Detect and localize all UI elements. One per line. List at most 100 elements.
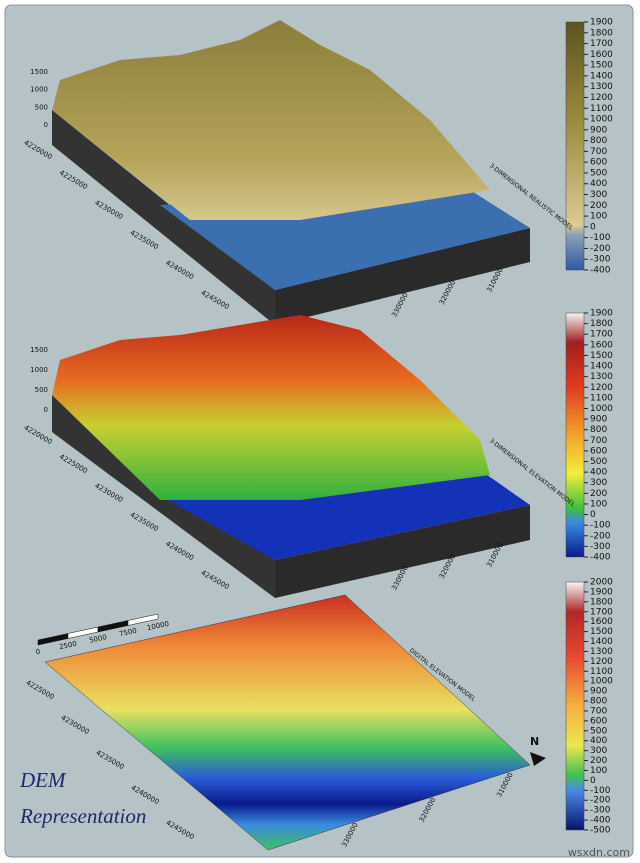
colorbar-label: 1700 xyxy=(590,330,613,340)
colorbar-label: 1300 xyxy=(590,647,613,657)
colorbar-label: 200 xyxy=(590,756,607,766)
north-arrow xyxy=(530,752,546,766)
z-tick-label: 0 xyxy=(44,406,48,414)
colorbar-label: 1500 xyxy=(590,61,613,71)
colorbar-label: 1200 xyxy=(590,93,613,103)
watermark: wsxdn.com xyxy=(568,846,630,859)
block-side xyxy=(275,505,530,598)
colorbar-label: 600 xyxy=(590,158,607,168)
colorbar-label: -100 xyxy=(590,233,611,243)
colorbar-label: -200 xyxy=(590,796,611,806)
colorbar-label: 600 xyxy=(590,446,607,456)
colorbar-label: 300 xyxy=(590,746,607,756)
colorbar-label: 1500 xyxy=(590,351,613,361)
z-tick-label: 1000 xyxy=(30,366,48,374)
colorbar-label: 900 xyxy=(590,125,607,135)
colorbar xyxy=(565,312,585,558)
colorbar-label: 1400 xyxy=(590,637,613,647)
colorbar-label: 1100 xyxy=(590,104,613,114)
colorbar-label: -300 xyxy=(590,806,611,816)
colorbar-label: 1600 xyxy=(590,50,613,60)
colorbar-label: 1000 xyxy=(590,677,613,687)
colorbar-label: -200 xyxy=(590,244,611,254)
caption: Representation xyxy=(19,804,146,828)
colorbar-label: 200 xyxy=(590,201,607,211)
colorbar-label: 900 xyxy=(590,415,607,425)
colorbar-label: -400 xyxy=(590,816,611,826)
colorbar-label: 1300 xyxy=(590,372,613,382)
colorbar-label: 200 xyxy=(590,489,607,499)
colorbar-label: -100 xyxy=(590,521,611,531)
colorbar-label: 700 xyxy=(590,147,607,157)
colorbar xyxy=(565,21,585,271)
colorbar-label: 1600 xyxy=(590,340,613,350)
colorbar-label: 1500 xyxy=(590,627,613,637)
colorbar-label: 300 xyxy=(590,190,607,200)
colorbar-label: 1800 xyxy=(590,28,613,38)
colorbar-label: 2000 xyxy=(590,578,613,588)
colorbar-label: 100 xyxy=(590,766,607,776)
caption: DEM xyxy=(19,768,67,792)
colorbar-label: 500 xyxy=(590,726,607,736)
block-side xyxy=(275,228,530,325)
colorbar-label: 1200 xyxy=(590,657,613,667)
terrain xyxy=(52,20,490,220)
colorbar-label: -200 xyxy=(590,531,611,541)
colorbar-label: 1400 xyxy=(590,71,613,81)
colorbar-label: 800 xyxy=(590,697,607,707)
z-tick-label: 1500 xyxy=(30,346,48,354)
colorbar-label: -400 xyxy=(590,266,611,276)
colorbar-label: 700 xyxy=(590,436,607,446)
colorbar-label: 500 xyxy=(590,457,607,467)
colorbar-label: 300 xyxy=(590,478,607,488)
scale-label: 7500 xyxy=(118,627,137,639)
colorbar-label: 1600 xyxy=(590,617,613,627)
colorbar-label: 0 xyxy=(590,222,596,232)
colorbar-label: 1800 xyxy=(590,597,613,607)
colorbar-label: 100 xyxy=(590,499,607,509)
z-tick-label: 500 xyxy=(35,103,48,111)
colorbar-label: 1700 xyxy=(590,39,613,49)
block-side xyxy=(52,110,275,325)
scale-label: 0 xyxy=(35,648,41,657)
colorbar-label: 900 xyxy=(590,687,607,697)
colorbar-label: 400 xyxy=(590,179,607,189)
colorbar-label: -300 xyxy=(590,542,611,552)
terrain xyxy=(52,315,490,500)
colorbar-label: 1900 xyxy=(590,587,613,597)
colorbar-label: 1000 xyxy=(590,115,613,125)
colorbar-label: 100 xyxy=(590,212,607,222)
colorbar-label: 0 xyxy=(590,776,596,786)
colorbar-label: 1200 xyxy=(590,383,613,393)
colorbar-label: -500 xyxy=(590,826,611,836)
colorbar-label: 400 xyxy=(590,468,607,478)
colorbar-label: 500 xyxy=(590,168,607,178)
z-tick-label: 1500 xyxy=(30,68,48,76)
colorbar-label: 1400 xyxy=(590,362,613,372)
colorbar-label: -100 xyxy=(590,786,611,796)
colorbar-label: 1800 xyxy=(590,319,613,329)
colorbar-label: 800 xyxy=(590,136,607,146)
z-tick-label: 0 xyxy=(44,121,48,129)
z-tick-label: 1000 xyxy=(30,86,48,94)
scale-segment xyxy=(127,613,159,626)
colorbar-label: 1100 xyxy=(590,667,613,677)
scale-label: 2500 xyxy=(58,640,77,652)
colorbar-label: 1900 xyxy=(590,18,613,28)
colorbar xyxy=(565,581,585,831)
colorbar-label: -300 xyxy=(590,255,611,265)
colorbar-label: 1900 xyxy=(590,309,613,319)
colorbar-label: 1300 xyxy=(590,82,613,92)
colorbar-label: 1700 xyxy=(590,607,613,617)
colorbar-label: 800 xyxy=(590,425,607,435)
z-tick-label: 500 xyxy=(35,386,48,394)
dem-map xyxy=(44,594,531,851)
north-label: N xyxy=(530,735,539,748)
scale-label: 5000 xyxy=(88,633,107,645)
colorbar-label: 700 xyxy=(590,706,607,716)
colorbar-label: 0 xyxy=(590,510,596,520)
colorbar-label: -400 xyxy=(590,553,611,563)
colorbar-label: 1100 xyxy=(590,393,613,403)
colorbar-label: 600 xyxy=(590,716,607,726)
